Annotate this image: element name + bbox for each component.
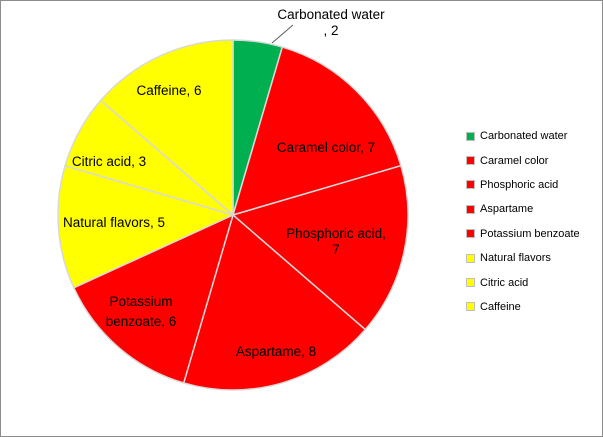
legend-swatch <box>466 180 475 190</box>
data-label-potassium-benzoate: Potassium benzoate, 6 <box>106 294 177 329</box>
pie-slice-caffeine <box>99 39 234 217</box>
legend-label: Natural flavors <box>480 252 551 265</box>
pie-slice-potassium-benzoate <box>72 213 235 384</box>
legend-label: Citric acid <box>480 276 529 289</box>
data-label-phosphoric-acid: Phosphoric acid, 7 <box>286 226 386 257</box>
legend-item-caramel-color: Caramel color <box>466 148 598 172</box>
pie-slice-phosphoric-acid <box>231 164 409 331</box>
legend-swatch <box>466 302 475 312</box>
legend-item-potassium-benzoate: Potassium benzoate <box>466 222 598 246</box>
legend-swatch <box>466 156 475 166</box>
legend-label: Potassium benzoate <box>480 227 580 240</box>
legend-swatch <box>466 278 475 288</box>
pie-slice-natural-flavors <box>57 164 236 289</box>
legend-item-citric-acid: Citric acid <box>466 270 598 294</box>
chart-legend: Carbonated water Caramel color Phosphoric … <box>466 124 598 319</box>
legend-item-natural-flavors: Natural flavors <box>466 246 598 270</box>
legend-label: Phosphoric acid <box>480 178 559 191</box>
legend-item-phosphoric-acid: Phosphoric acid <box>466 173 598 197</box>
data-label-aspartame: Aspartame, 8 <box>236 344 316 359</box>
pie-slice-caramel-color <box>231 46 402 217</box>
data-label-natural-flavors: Natural flavors, 5 <box>63 215 165 230</box>
legend-swatch <box>466 229 475 239</box>
legend-item-carbonated-water: Carbonated water <box>466 124 598 148</box>
data-label-citric-acid: Citric acid, 3 <box>72 154 146 169</box>
leader-line-carbonated-water <box>271 24 294 44</box>
pie-slice-aspartame <box>182 213 367 391</box>
data-label-caffeine: Caffeine, 6 <box>136 83 201 98</box>
legend-swatch <box>466 253 475 263</box>
legend-label: Caffeine <box>480 300 521 313</box>
legend-item-caffeine: Caffeine <box>466 295 598 319</box>
legend-item-aspartame: Aspartame <box>466 197 598 221</box>
data-label-carbonated-water: Carbonated water, 2 <box>277 7 385 38</box>
data-label-caramel-color: Caramel color, 7 <box>277 140 375 155</box>
legend-label: Caramel color <box>480 154 549 167</box>
legend-label: Carbonated water <box>480 130 568 143</box>
legend-label: Aspartame <box>480 203 534 216</box>
legend-swatch <box>466 204 475 214</box>
legend-swatch <box>466 131 475 141</box>
